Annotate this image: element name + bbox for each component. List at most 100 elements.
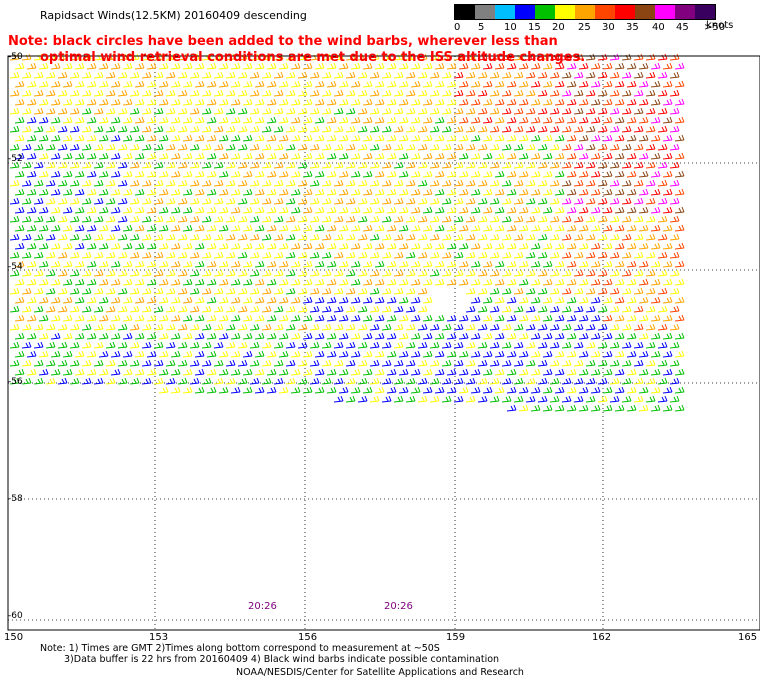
wind-barb: [45, 269, 56, 277]
wind-barb: [345, 71, 356, 79]
wind-barb: [297, 125, 308, 133]
wind-barb: [621, 323, 632, 331]
wind-barb: [266, 314, 277, 322]
wind-barb: [506, 350, 517, 358]
wind-barb: [482, 314, 493, 322]
wind-barb: [494, 152, 505, 160]
wind-barb: [470, 152, 481, 160]
wind-barb: [446, 386, 457, 394]
wind-barb: [494, 206, 505, 214]
wind-barb: [374, 134, 385, 142]
wind-barb: [266, 62, 277, 70]
wind-barb: [326, 332, 337, 340]
wind-barb: [278, 116, 289, 124]
wind-barb: [350, 188, 361, 196]
wind-barb: [429, 197, 440, 205]
wind-barb: [578, 98, 589, 106]
wind-barb: [285, 197, 296, 205]
wind-barb: [261, 179, 272, 187]
wind-barb: [410, 368, 421, 376]
wind-barb: [122, 188, 133, 196]
wind-barb: [590, 314, 601, 322]
wind-barb: [141, 359, 152, 367]
wind-barb: [38, 260, 49, 268]
wind-barb: [398, 386, 409, 394]
wind-barb: [74, 242, 85, 250]
wind-barb: [561, 269, 572, 277]
wind-barb: [525, 197, 536, 205]
wind-barb: [302, 242, 313, 250]
wind-barb: [177, 179, 188, 187]
wind-barb: [434, 170, 445, 178]
wind-barb: [182, 170, 193, 178]
wind-barb: [614, 188, 625, 196]
wind-barb: [650, 350, 661, 358]
wind-barb: [278, 350, 289, 358]
wind-barb: [218, 260, 229, 268]
wind-barb: [225, 287, 236, 295]
wind-barb: [470, 332, 481, 340]
wind-barb: [261, 143, 272, 151]
wind-barb: [134, 170, 145, 178]
wind-barb: [518, 368, 529, 376]
wind-barb: [254, 188, 265, 196]
wind-barb: [590, 242, 601, 250]
wind-barb: [381, 341, 392, 349]
wind-barb: [345, 125, 356, 133]
wind-barb: [422, 260, 433, 268]
wind-barb: [105, 215, 116, 223]
wind-barb: [345, 179, 356, 187]
wind-barb: [158, 242, 169, 250]
wind-barb: [609, 395, 620, 403]
scale-swatch: [575, 5, 595, 19]
wind-barb: [650, 386, 661, 394]
wind-barb: [350, 332, 361, 340]
wind-barb: [369, 197, 380, 205]
wind-barb: [374, 278, 385, 286]
wind-barb: [542, 206, 553, 214]
wind-barb: [614, 386, 625, 394]
wind-barb: [506, 206, 517, 214]
wind-barb: [237, 287, 248, 295]
wind-barb: [165, 107, 176, 115]
wind-barb: [266, 98, 277, 106]
wind-barb: [273, 323, 284, 331]
wind-barb: [362, 242, 373, 250]
wind-barb: [513, 143, 524, 151]
wind-barb: [374, 350, 385, 358]
wind-barb: [458, 242, 469, 250]
wind-barb: [230, 152, 241, 160]
scale-label: 35: [626, 22, 639, 33]
wind-barb: [21, 179, 32, 187]
wind-barb: [417, 89, 428, 97]
lat-label-56: -56: [8, 377, 23, 387]
wind-barb: [69, 269, 80, 277]
wind-barb: [321, 377, 332, 385]
wind-barb: [429, 359, 440, 367]
wind-barb: [369, 269, 380, 277]
wind-barb: [273, 269, 284, 277]
wind-barb: [393, 125, 404, 133]
wind-barb: [206, 314, 217, 322]
wind-barb: [350, 278, 361, 286]
wind-barb: [501, 215, 512, 223]
wind-barb: [489, 305, 500, 313]
wind-barb: [393, 395, 404, 403]
wind-barb: [422, 224, 433, 232]
wind-barb: [9, 125, 20, 133]
wind-barb: [381, 215, 392, 223]
wind-barb: [9, 179, 20, 187]
wind-barb: [177, 71, 188, 79]
wind-barb: [645, 359, 656, 367]
wind-barb: [429, 251, 440, 259]
wind-barb: [146, 170, 157, 178]
wind-barb: [621, 269, 632, 277]
wind-barb: [225, 359, 236, 367]
wind-barb: [170, 332, 181, 340]
wind-barb: [225, 143, 236, 151]
wind-barb: [254, 368, 265, 376]
wind-barb: [566, 188, 577, 196]
wind-barb: [206, 80, 217, 88]
wind-barb: [93, 323, 104, 331]
wind-barb: [86, 278, 97, 286]
